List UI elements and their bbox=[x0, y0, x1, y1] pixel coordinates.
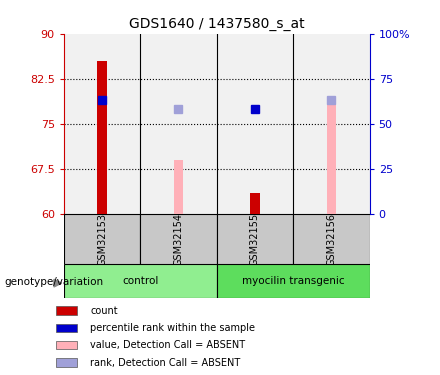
Bar bbox=[55, 358, 77, 367]
Text: GSM32153: GSM32153 bbox=[97, 213, 107, 266]
Text: percentile rank within the sample: percentile rank within the sample bbox=[91, 323, 256, 333]
Bar bbox=[327, 97, 336, 214]
Text: myocilin transgenic: myocilin transgenic bbox=[242, 276, 345, 286]
Bar bbox=[140, 214, 216, 264]
Bar bbox=[55, 341, 77, 350]
Title: GDS1640 / 1437580_s_at: GDS1640 / 1437580_s_at bbox=[129, 17, 304, 32]
Text: rank, Detection Call = ABSENT: rank, Detection Call = ABSENT bbox=[91, 358, 241, 368]
Bar bbox=[216, 214, 293, 264]
Bar bbox=[64, 214, 140, 264]
Bar bbox=[55, 324, 77, 332]
Bar bbox=[293, 214, 370, 264]
Bar bbox=[97, 61, 106, 214]
Bar bbox=[55, 306, 77, 315]
Bar bbox=[64, 34, 140, 214]
Bar bbox=[293, 34, 370, 214]
Bar bbox=[64, 264, 216, 298]
Text: value, Detection Call = ABSENT: value, Detection Call = ABSENT bbox=[91, 340, 246, 350]
Bar bbox=[140, 34, 216, 214]
Bar bbox=[250, 193, 260, 214]
Text: GSM32156: GSM32156 bbox=[326, 213, 336, 266]
Text: GSM32154: GSM32154 bbox=[173, 213, 183, 266]
Bar bbox=[174, 160, 183, 214]
Text: control: control bbox=[122, 276, 158, 286]
Text: GSM32155: GSM32155 bbox=[250, 213, 260, 266]
Bar bbox=[216, 264, 370, 298]
Text: genotype/variation: genotype/variation bbox=[4, 277, 103, 287]
Bar bbox=[216, 34, 293, 214]
Text: count: count bbox=[91, 306, 118, 315]
